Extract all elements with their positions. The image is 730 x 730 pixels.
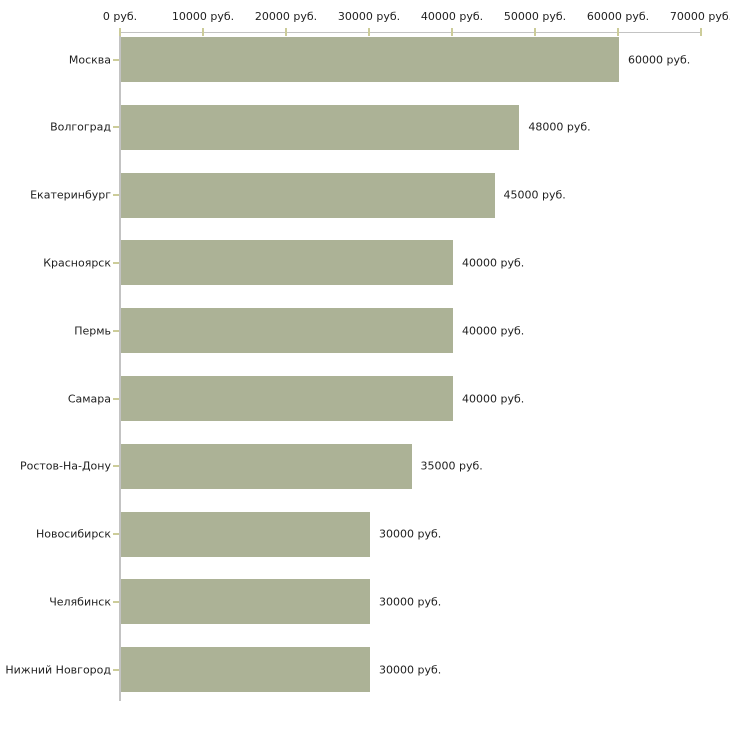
category-label: Ростов-На-Дону xyxy=(19,459,111,473)
value-label: 30000 руб. xyxy=(379,663,442,677)
bar xyxy=(121,104,520,150)
bar xyxy=(121,647,370,693)
x-axis-tick xyxy=(285,28,287,36)
value-label: 40000 руб. xyxy=(462,256,525,270)
x-axis-tick-label: 0 руб. xyxy=(102,10,138,23)
x-axis-line xyxy=(120,32,702,33)
category-label: Красноярск xyxy=(43,256,111,270)
x-axis-tick xyxy=(451,28,453,36)
x-axis-tick xyxy=(617,28,619,36)
x-axis-tick-label: 10000 руб. xyxy=(171,10,235,23)
value-label: 48000 руб. xyxy=(528,120,591,134)
y-axis-line xyxy=(119,32,121,702)
x-axis-tick-label: 70000 руб. xyxy=(669,10,730,23)
x-axis-tick xyxy=(119,28,121,36)
value-label: 30000 руб. xyxy=(379,527,442,541)
x-axis-tick-label: 30000 руб. xyxy=(337,10,401,23)
category-label: Новосибирск xyxy=(35,527,111,541)
category-label: Нижний Новгород xyxy=(5,663,111,677)
category-label: Екатеринбург xyxy=(30,188,111,202)
category-tick xyxy=(113,668,119,671)
value-label: 40000 руб. xyxy=(462,392,525,405)
category-label: Пермь xyxy=(74,324,111,338)
category-tick xyxy=(113,397,119,400)
x-axis-tick-label: 20000 руб. xyxy=(254,10,318,23)
x-axis-tick xyxy=(700,28,702,36)
category-tick xyxy=(113,465,119,468)
x-axis-tick xyxy=(534,28,536,36)
x-axis-tick-label: 40000 руб. xyxy=(420,10,484,23)
x-axis-tick xyxy=(368,28,370,36)
category-tick xyxy=(113,126,119,129)
value-label: 35000 руб. xyxy=(420,459,483,473)
bar xyxy=(121,37,619,82)
bar xyxy=(121,511,370,557)
category-tick xyxy=(113,533,119,536)
value-label: 40000 руб. xyxy=(462,324,525,338)
category-tick xyxy=(113,600,119,603)
bar xyxy=(121,443,412,489)
category-tick xyxy=(113,58,119,61)
category-label: Самара xyxy=(67,392,111,405)
value-label: 45000 руб. xyxy=(503,188,566,202)
bar xyxy=(121,240,453,286)
bar xyxy=(121,376,453,421)
category-label: Челябинск xyxy=(49,595,111,609)
category-tick xyxy=(113,194,119,197)
category-tick xyxy=(113,329,119,332)
category-label: Москва xyxy=(68,53,111,66)
value-label: 60000 руб. xyxy=(628,53,691,66)
x-axis-tick-label: 60000 руб. xyxy=(586,10,650,23)
value-label: 30000 руб. xyxy=(379,595,442,609)
category-tick xyxy=(113,261,119,264)
bar xyxy=(121,579,370,625)
bar xyxy=(121,172,495,218)
x-axis-tick-label: 50000 руб. xyxy=(503,10,567,23)
x-axis-tick xyxy=(202,28,204,36)
bar xyxy=(121,308,453,354)
category-label: Волгоград xyxy=(50,120,111,134)
